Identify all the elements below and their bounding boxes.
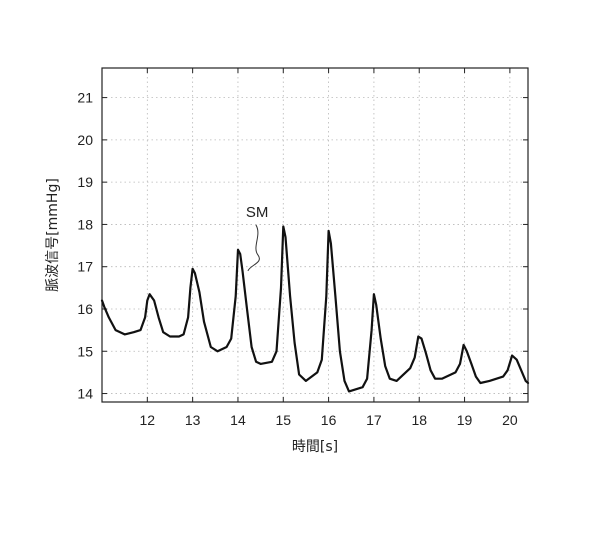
x-tick-label: 19	[457, 412, 473, 428]
y-tick-label: 21	[77, 90, 93, 106]
x-tick-labels: 12 13 14 15 16 17 18 19 20	[140, 412, 518, 428]
x-tick-label: 15	[275, 412, 291, 428]
x-tick-label: 16	[321, 412, 337, 428]
x-tick-label: 14	[230, 412, 246, 428]
y-tick-labels: 14 15 16 17 18 19 20 21	[77, 90, 93, 402]
y-tick-label: 17	[77, 259, 93, 275]
x-tick-label: 13	[185, 412, 201, 428]
x-tick-label: 12	[140, 412, 156, 428]
x-axis-label: 時間[s]	[292, 439, 338, 455]
y-tick-label: 15	[77, 343, 93, 359]
y-axis-label: 脈波信号[mmHg]	[45, 178, 61, 292]
y-tick-label: 14	[77, 386, 93, 402]
y-tick-label: 20	[77, 132, 93, 148]
axis-ticks	[102, 68, 528, 402]
sm-annotation-leader	[248, 225, 259, 271]
y-tick-label: 18	[77, 216, 93, 232]
x-tick-label: 18	[411, 412, 427, 428]
sm-annotation-label: SM	[246, 204, 269, 221]
x-tick-label: 17	[366, 412, 382, 428]
y-tick-label: 16	[77, 301, 93, 317]
grid	[102, 68, 528, 402]
x-tick-label: 20	[502, 412, 518, 428]
y-tick-label: 19	[77, 174, 93, 190]
plot-frame	[102, 68, 528, 402]
